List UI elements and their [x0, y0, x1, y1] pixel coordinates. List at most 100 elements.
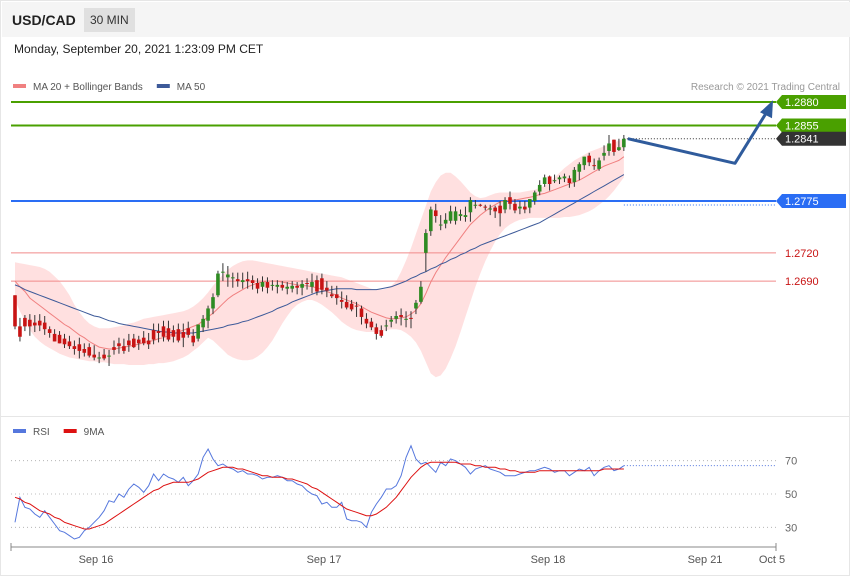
candle: [547, 175, 552, 191]
candle-body: [146, 340, 151, 345]
candle: [28, 314, 32, 336]
credit-label: Research © 2021 Trading Central: [691, 82, 840, 93]
candle: [384, 319, 389, 332]
candle: [62, 333, 67, 349]
candle: [166, 320, 171, 342]
candle: [404, 311, 408, 328]
candle-body: [285, 286, 290, 289]
candle: [443, 213, 448, 229]
candle: [305, 278, 309, 290]
candle-body: [330, 294, 334, 297]
candle-body: [226, 274, 230, 278]
candle: [112, 340, 116, 355]
candle-body: [567, 178, 572, 184]
candle: [498, 200, 502, 227]
candle-body: [488, 208, 492, 210]
candle: [87, 343, 92, 358]
candle: [369, 317, 374, 331]
rsi-grid: 30 50 70: [11, 456, 797, 534]
candle: [260, 276, 265, 292]
candle-body: [112, 347, 116, 350]
candle: [211, 293, 215, 315]
timeframe-button[interactable]: 30 MIN: [84, 8, 135, 32]
candle-body: [47, 329, 52, 333]
main-legend: MA 20 + Bollinger Bands MA 50: [13, 82, 206, 93]
candle: [602, 145, 606, 161]
candle-body: [453, 211, 458, 221]
candle-body: [97, 357, 101, 359]
level-tag-1: [776, 118, 846, 133]
candle: [518, 200, 522, 215]
candle: [107, 349, 111, 366]
candle-body: [433, 210, 438, 217]
candle-body: [92, 354, 96, 358]
candle: [582, 156, 587, 170]
candle: [47, 326, 52, 338]
x-tick-label: Sep 21: [688, 554, 723, 566]
candle-body: [404, 318, 408, 320]
candle: [379, 325, 384, 338]
candle-body: [478, 204, 483, 206]
candle-body: [458, 214, 463, 217]
candle-body: [498, 205, 502, 214]
candle: [245, 271, 250, 289]
candle: [330, 285, 334, 299]
candle-body: [102, 354, 106, 359]
candle-body: [389, 319, 393, 322]
candle: [216, 270, 220, 298]
candle: [315, 275, 319, 296]
candle: [552, 174, 557, 184]
candle-body: [117, 343, 121, 347]
candle-body: [87, 347, 92, 356]
candle: [176, 323, 181, 343]
candle-body: [57, 334, 62, 344]
candle-body: [176, 329, 181, 341]
candle: [67, 335, 72, 349]
candle-body: [473, 204, 478, 206]
candle: [42, 316, 47, 335]
rsi-legend-swatch-0: [13, 429, 26, 433]
ma50-line: [14, 174, 625, 334]
candle: [186, 321, 191, 338]
candle-body: [260, 282, 265, 287]
candle-body: [542, 177, 547, 184]
candle-body: [82, 349, 87, 353]
candle-body: [295, 285, 299, 288]
candle: [280, 281, 285, 291]
candle: [478, 203, 483, 207]
moving-averages: [14, 156, 625, 350]
candle-body: [399, 315, 403, 317]
candle-body: [532, 192, 537, 201]
candle-body: [552, 180, 557, 182]
candle-body: [191, 335, 195, 343]
candle-body: [597, 160, 601, 169]
candle-body: [537, 184, 542, 192]
candle-body: [374, 327, 379, 334]
candle: [354, 301, 359, 317]
candle: [394, 311, 398, 324]
candle: [290, 281, 294, 293]
candle-body: [334, 294, 339, 299]
candle-body: [493, 207, 497, 212]
candle-body: [305, 283, 309, 284]
candle-body: [325, 287, 329, 291]
candle: [23, 315, 27, 332]
candle-body: [181, 332, 186, 338]
candle-body: [23, 317, 27, 327]
candle: [127, 333, 131, 352]
candle: [537, 180, 542, 196]
level-label-4: 1.2720: [785, 248, 819, 260]
rsi-legend-swatch-1: [63, 429, 77, 433]
candle: [513, 199, 517, 214]
candle-body: [394, 316, 398, 319]
candle-body: [419, 286, 423, 302]
candles: [13, 134, 626, 366]
candle: [161, 320, 166, 342]
candle: [77, 337, 82, 359]
candle: [523, 200, 527, 214]
candle: [320, 273, 324, 295]
candle: [92, 345, 96, 361]
candle: [424, 229, 428, 272]
